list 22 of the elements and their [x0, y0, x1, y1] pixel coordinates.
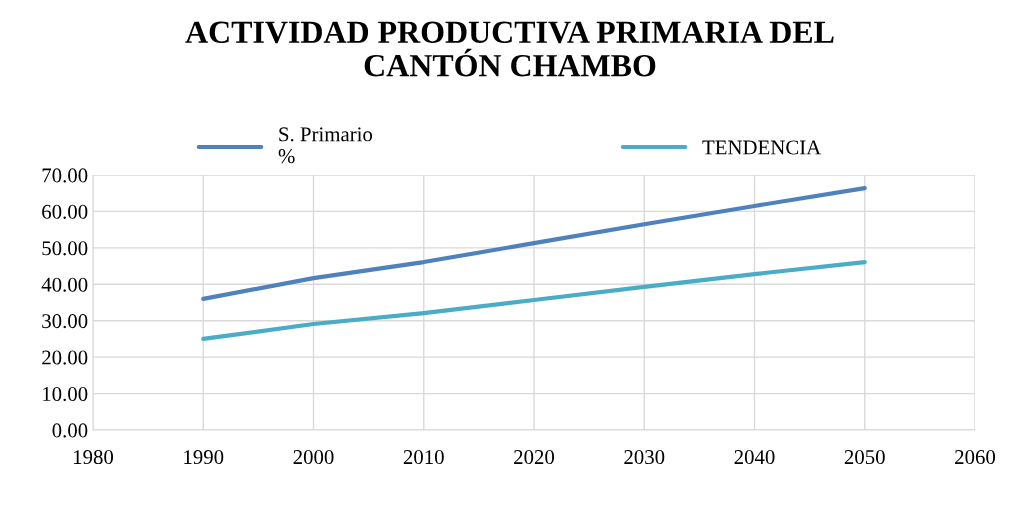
y-tick-label: 40.00 [41, 277, 88, 292]
y-tick-label: 20.00 [42, 350, 88, 365]
x-tick-label: 1990 [184, 450, 224, 465]
y-tick-label: 30.00 [42, 314, 88, 329]
x-tick-label: 1980 [74, 450, 114, 465]
y-tick-label: 70.00 [42, 168, 88, 183]
y-tick-label: 50.00 [42, 241, 88, 256]
legend-label: S. Primario % [278, 127, 373, 164]
x-tick-label: 2050 [844, 450, 885, 465]
x-tick-label: 2040 [734, 450, 775, 465]
legend-label: TENDENCIA [702, 140, 822, 155]
x-tick-label: 2000 [293, 450, 334, 465]
y-tick-label: 10.00 [43, 386, 88, 402]
x-tick-label: 2020 [514, 450, 555, 465]
x-tick-label: 2030 [624, 450, 665, 465]
y-tick-label: 60.00 [42, 204, 88, 219]
y-tick-label: 0.00 [52, 423, 88, 438]
x-tick-label: 2010 [403, 450, 444, 465]
chart-title: ACTIVIDAD PRODUCTIVA PRIMARIA DEL CANTÓN CHAMBO [185, 21, 834, 77]
x-tick-label: 2060 [955, 450, 996, 465]
line-series [201, 186, 867, 301]
line-series [201, 259, 867, 342]
